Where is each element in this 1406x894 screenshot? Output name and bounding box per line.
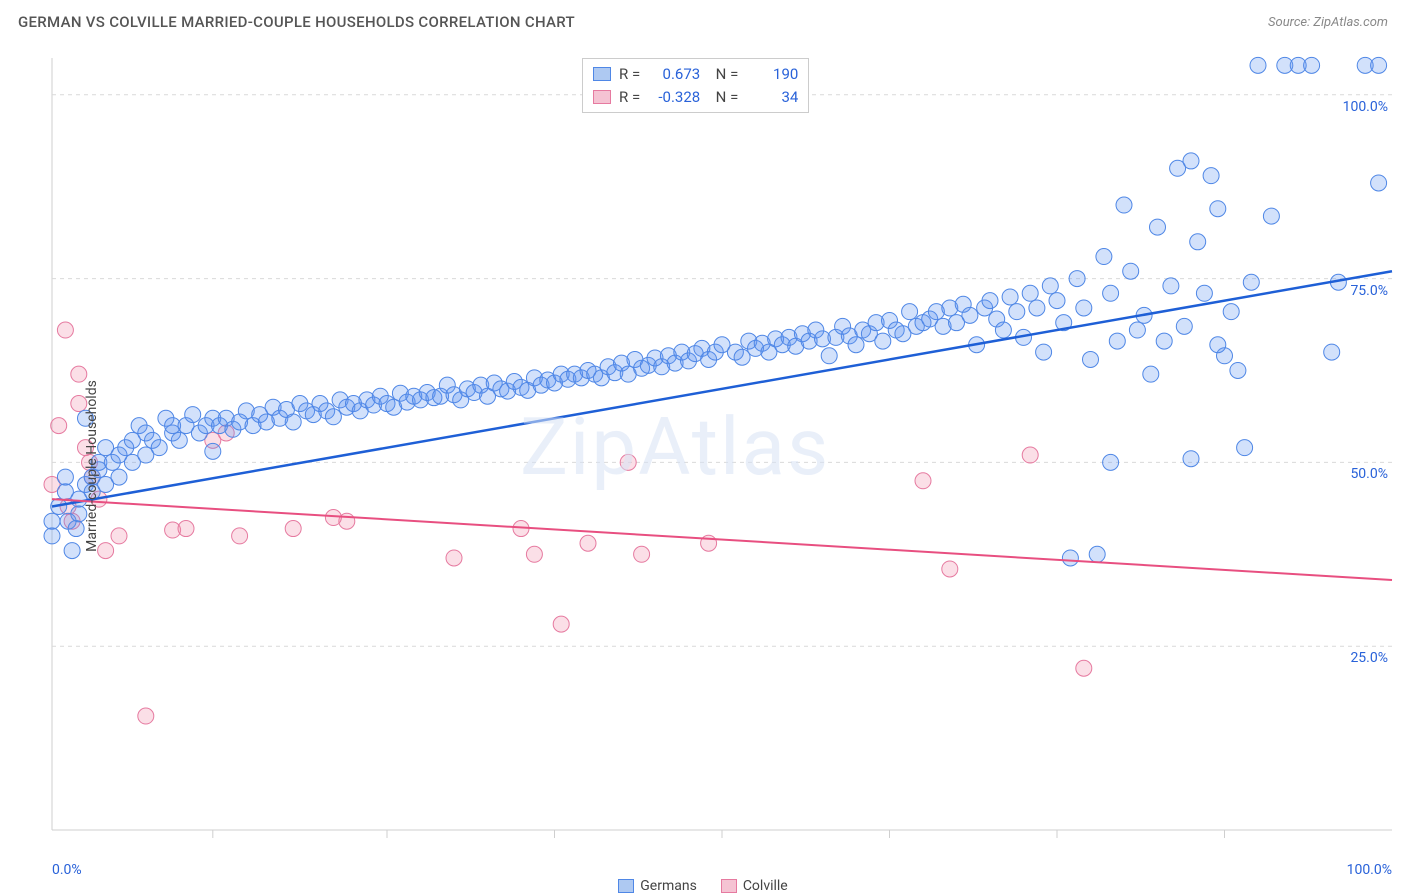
stats-n-label: N = [708, 63, 738, 86]
legend-swatch-colville [721, 879, 737, 893]
scatter-plot-svg [0, 40, 1406, 892]
stats-r-value: 0.673 [648, 63, 700, 86]
stats-r-label: R = [619, 63, 640, 86]
stats-n-value: 34 [746, 86, 798, 109]
stats-row: R = 0.673 N = 190 [593, 63, 798, 86]
y-axis-label: Married-couple Households [84, 380, 100, 552]
chart-header: GERMAN VS COLVILLE MARRIED-COUPLE HOUSEH… [0, 0, 1406, 40]
legend-swatch-germans [618, 879, 634, 893]
stats-swatch [593, 90, 611, 104]
stats-n-value: 190 [746, 63, 798, 86]
correlation-stats-box: R = 0.673 N = 190 R = -0.328 N = 34 [582, 58, 809, 113]
stats-r-value: -0.328 [648, 86, 700, 109]
y-tick-label: 75.0% [1350, 283, 1388, 299]
stats-r-label: R = [619, 86, 640, 109]
y-tick-label: 25.0% [1350, 650, 1388, 666]
stats-n-label: N = [708, 86, 738, 109]
y-tick-label: 100.0% [1343, 99, 1388, 115]
chart-source: Source: ZipAtlas.com [1268, 15, 1388, 30]
y-tick-label: 50.0% [1350, 466, 1388, 482]
chart-area: Married-couple Households ZipAtlas R =0.… [0, 40, 1406, 892]
stats-swatch [593, 67, 611, 81]
stats-row: R = -0.328 N = 34 [593, 86, 798, 109]
chart-title: GERMAN VS COLVILLE MARRIED-COUPLE HOUSEH… [18, 13, 575, 31]
